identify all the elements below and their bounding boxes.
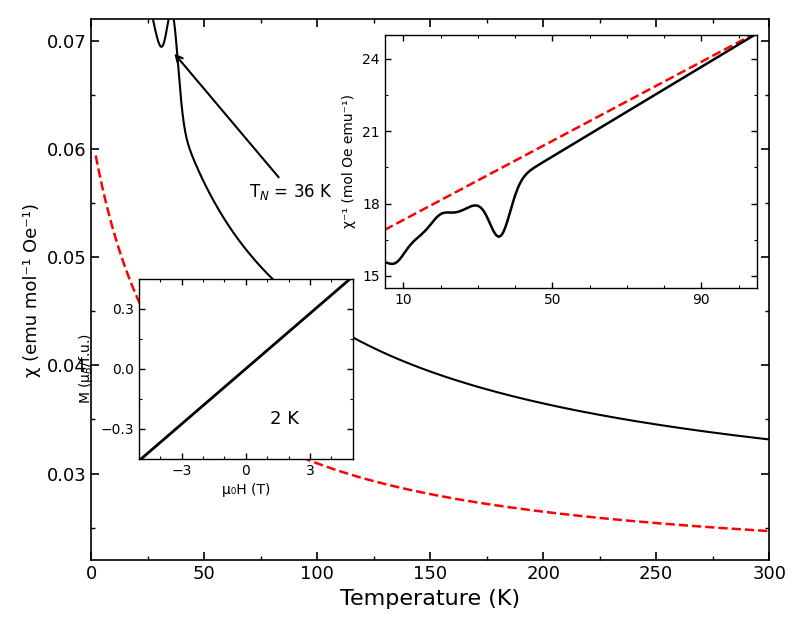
Y-axis label: M (μ$_B$/f.u.): M (μ$_B$/f.u.) <box>77 333 95 404</box>
Y-axis label: χ⁻¹ (mol Oe emu⁻¹): χ⁻¹ (mol Oe emu⁻¹) <box>343 94 356 229</box>
Text: T$_N$ = 36 K: T$_N$ = 36 K <box>176 55 333 202</box>
X-axis label: Temperature (K): Temperature (K) <box>340 589 520 608</box>
Text: 2 K: 2 K <box>270 410 299 429</box>
X-axis label: μ₀H (T): μ₀H (T) <box>221 484 270 498</box>
Y-axis label: χ (emu mol⁻¹ Oe⁻¹): χ (emu mol⁻¹ Oe⁻¹) <box>23 203 41 377</box>
